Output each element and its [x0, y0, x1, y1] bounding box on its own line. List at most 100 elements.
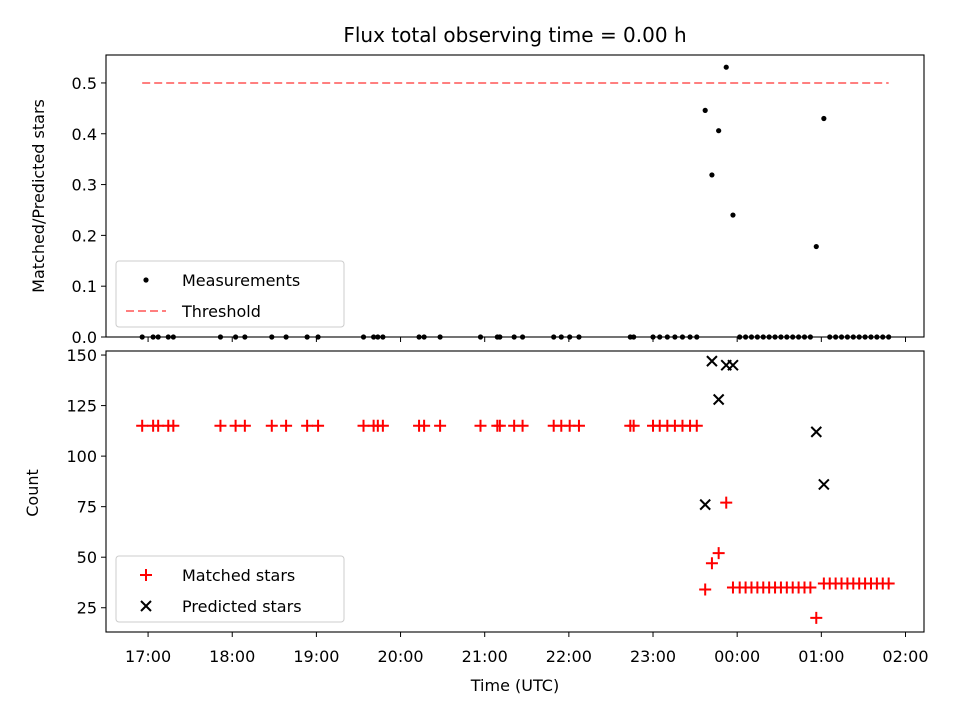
measurements-point: [650, 334, 656, 340]
ratio-y-tick-label: 0.4: [72, 125, 97, 144]
x-tick-label: 18:00: [209, 647, 255, 666]
matched-stars-point: [136, 419, 149, 432]
matched-stars-point: [434, 419, 447, 432]
measurements-point: [821, 115, 827, 122]
matched-stars-point: [357, 419, 370, 432]
measurements-point: [165, 334, 171, 340]
count-y-tick-label: 100: [66, 447, 97, 466]
measurements-point: [754, 334, 760, 340]
count-axes-frame: [105, 350, 925, 633]
matched-stars-point: [804, 581, 817, 594]
measurements-point: [477, 334, 484, 340]
measurements-point: [551, 334, 557, 340]
ratio-y-tick-label: 0.0: [72, 328, 97, 347]
matched-stars-legend-swatch: [140, 569, 152, 581]
measurements-point: [631, 334, 637, 340]
measurements-point: [807, 334, 813, 340]
measurements-point: [416, 334, 422, 340]
measurements-point: [511, 334, 517, 340]
matched-stars-point: [882, 577, 895, 590]
measurements-point: [694, 334, 700, 340]
threshold-legend-label: Threshold: [181, 302, 261, 321]
count-y-tick-label: 25: [77, 599, 97, 618]
measurements-point: [269, 334, 275, 340]
x-axis-label: Time (UTC): [470, 676, 559, 695]
measurements-point: [784, 334, 790, 340]
measurements-point: [844, 334, 851, 340]
measurements-point: [850, 334, 856, 340]
measurements-point: [304, 334, 310, 340]
matched-stars-point: [516, 419, 529, 432]
measurements-point: [742, 334, 749, 340]
measurements-point: [778, 334, 784, 340]
ratio-y-tick-label: 0.2: [72, 226, 97, 245]
count-legend: [115, 555, 345, 623]
x-tick-label: 01:00: [798, 647, 844, 666]
matched-stars-point: [167, 419, 180, 432]
measurements-point: [796, 334, 802, 340]
ratio-y-tick-label: 0.3: [72, 176, 97, 195]
measurements-point: [139, 334, 145, 340]
measurements-point: [567, 334, 573, 340]
ratio-legend: [115, 260, 345, 328]
matched-stars-legend-label: Matched stars: [182, 566, 295, 585]
predicted-stars-legend-swatch: [140, 600, 152, 612]
predicted-stars-point: [712, 393, 725, 406]
matched-stars-point: [627, 419, 640, 432]
measurements-legend-label: Measurements: [182, 271, 300, 290]
x-tick-label: 21:00: [462, 647, 508, 666]
measurements-point: [790, 334, 796, 340]
matched-stars-point: [214, 419, 227, 432]
measurements-point: [558, 334, 564, 340]
predicted-stars-point: [699, 498, 711, 511]
measurements-point: [360, 334, 367, 340]
x-tick-label: 22:00: [546, 647, 592, 666]
measurements-point: [679, 334, 686, 340]
measurements-point: [437, 334, 443, 340]
measurements-point: [170, 334, 176, 340]
predicted-stars-point: [706, 355, 718, 367]
count-y-tick-label: 125: [66, 397, 97, 416]
matched-stars-point: [280, 419, 293, 432]
measurements-point: [856, 334, 862, 340]
measurements-point: [702, 107, 708, 113]
matched-stars-point: [265, 419, 278, 432]
measurements-point: [315, 334, 321, 340]
measurements-point: [833, 334, 839, 340]
matched-stars-point: [474, 419, 487, 432]
measurements-point: [772, 334, 778, 340]
x-tick-label: 23:00: [630, 647, 676, 666]
predicted-stars-point: [810, 426, 822, 438]
matched-stars-point: [312, 419, 325, 432]
measurements-point: [672, 334, 678, 340]
matched-stars-point: [152, 419, 165, 432]
ratio-y-axis-label: Matched/Predicted stars: [29, 99, 48, 293]
x-tick-label: 19:00: [293, 647, 339, 666]
measurements-legend-swatch: [143, 277, 149, 283]
measurements-point: [664, 334, 670, 340]
measurements-point: [150, 334, 156, 340]
count-y-tick-label: 50: [77, 548, 97, 567]
x-tick-label: 00:00: [714, 647, 760, 666]
measurements-point: [886, 334, 892, 340]
matched-stars-point: [712, 547, 725, 560]
measurements-point: [421, 334, 427, 340]
measurements-point: [217, 334, 224, 340]
measurements-point: [748, 334, 755, 340]
measurements-point: [283, 334, 289, 340]
x-tick-label: 20:00: [377, 647, 423, 666]
measurements-point: [380, 334, 386, 340]
matched-stars-point: [301, 419, 314, 432]
measurements-point: [519, 334, 526, 340]
measurements-point: [371, 334, 377, 340]
measurements-point: [838, 334, 845, 340]
ratio-y-tick-label: 0.1: [72, 277, 97, 296]
measurements-point: [880, 334, 886, 340]
count-y-axis-label: Count: [23, 469, 42, 517]
measurements-point: [576, 334, 582, 340]
measurements-point: [737, 334, 743, 340]
matched-stars-point: [705, 557, 718, 570]
measurements-point: [801, 334, 808, 340]
measurements-point: [730, 212, 736, 218]
